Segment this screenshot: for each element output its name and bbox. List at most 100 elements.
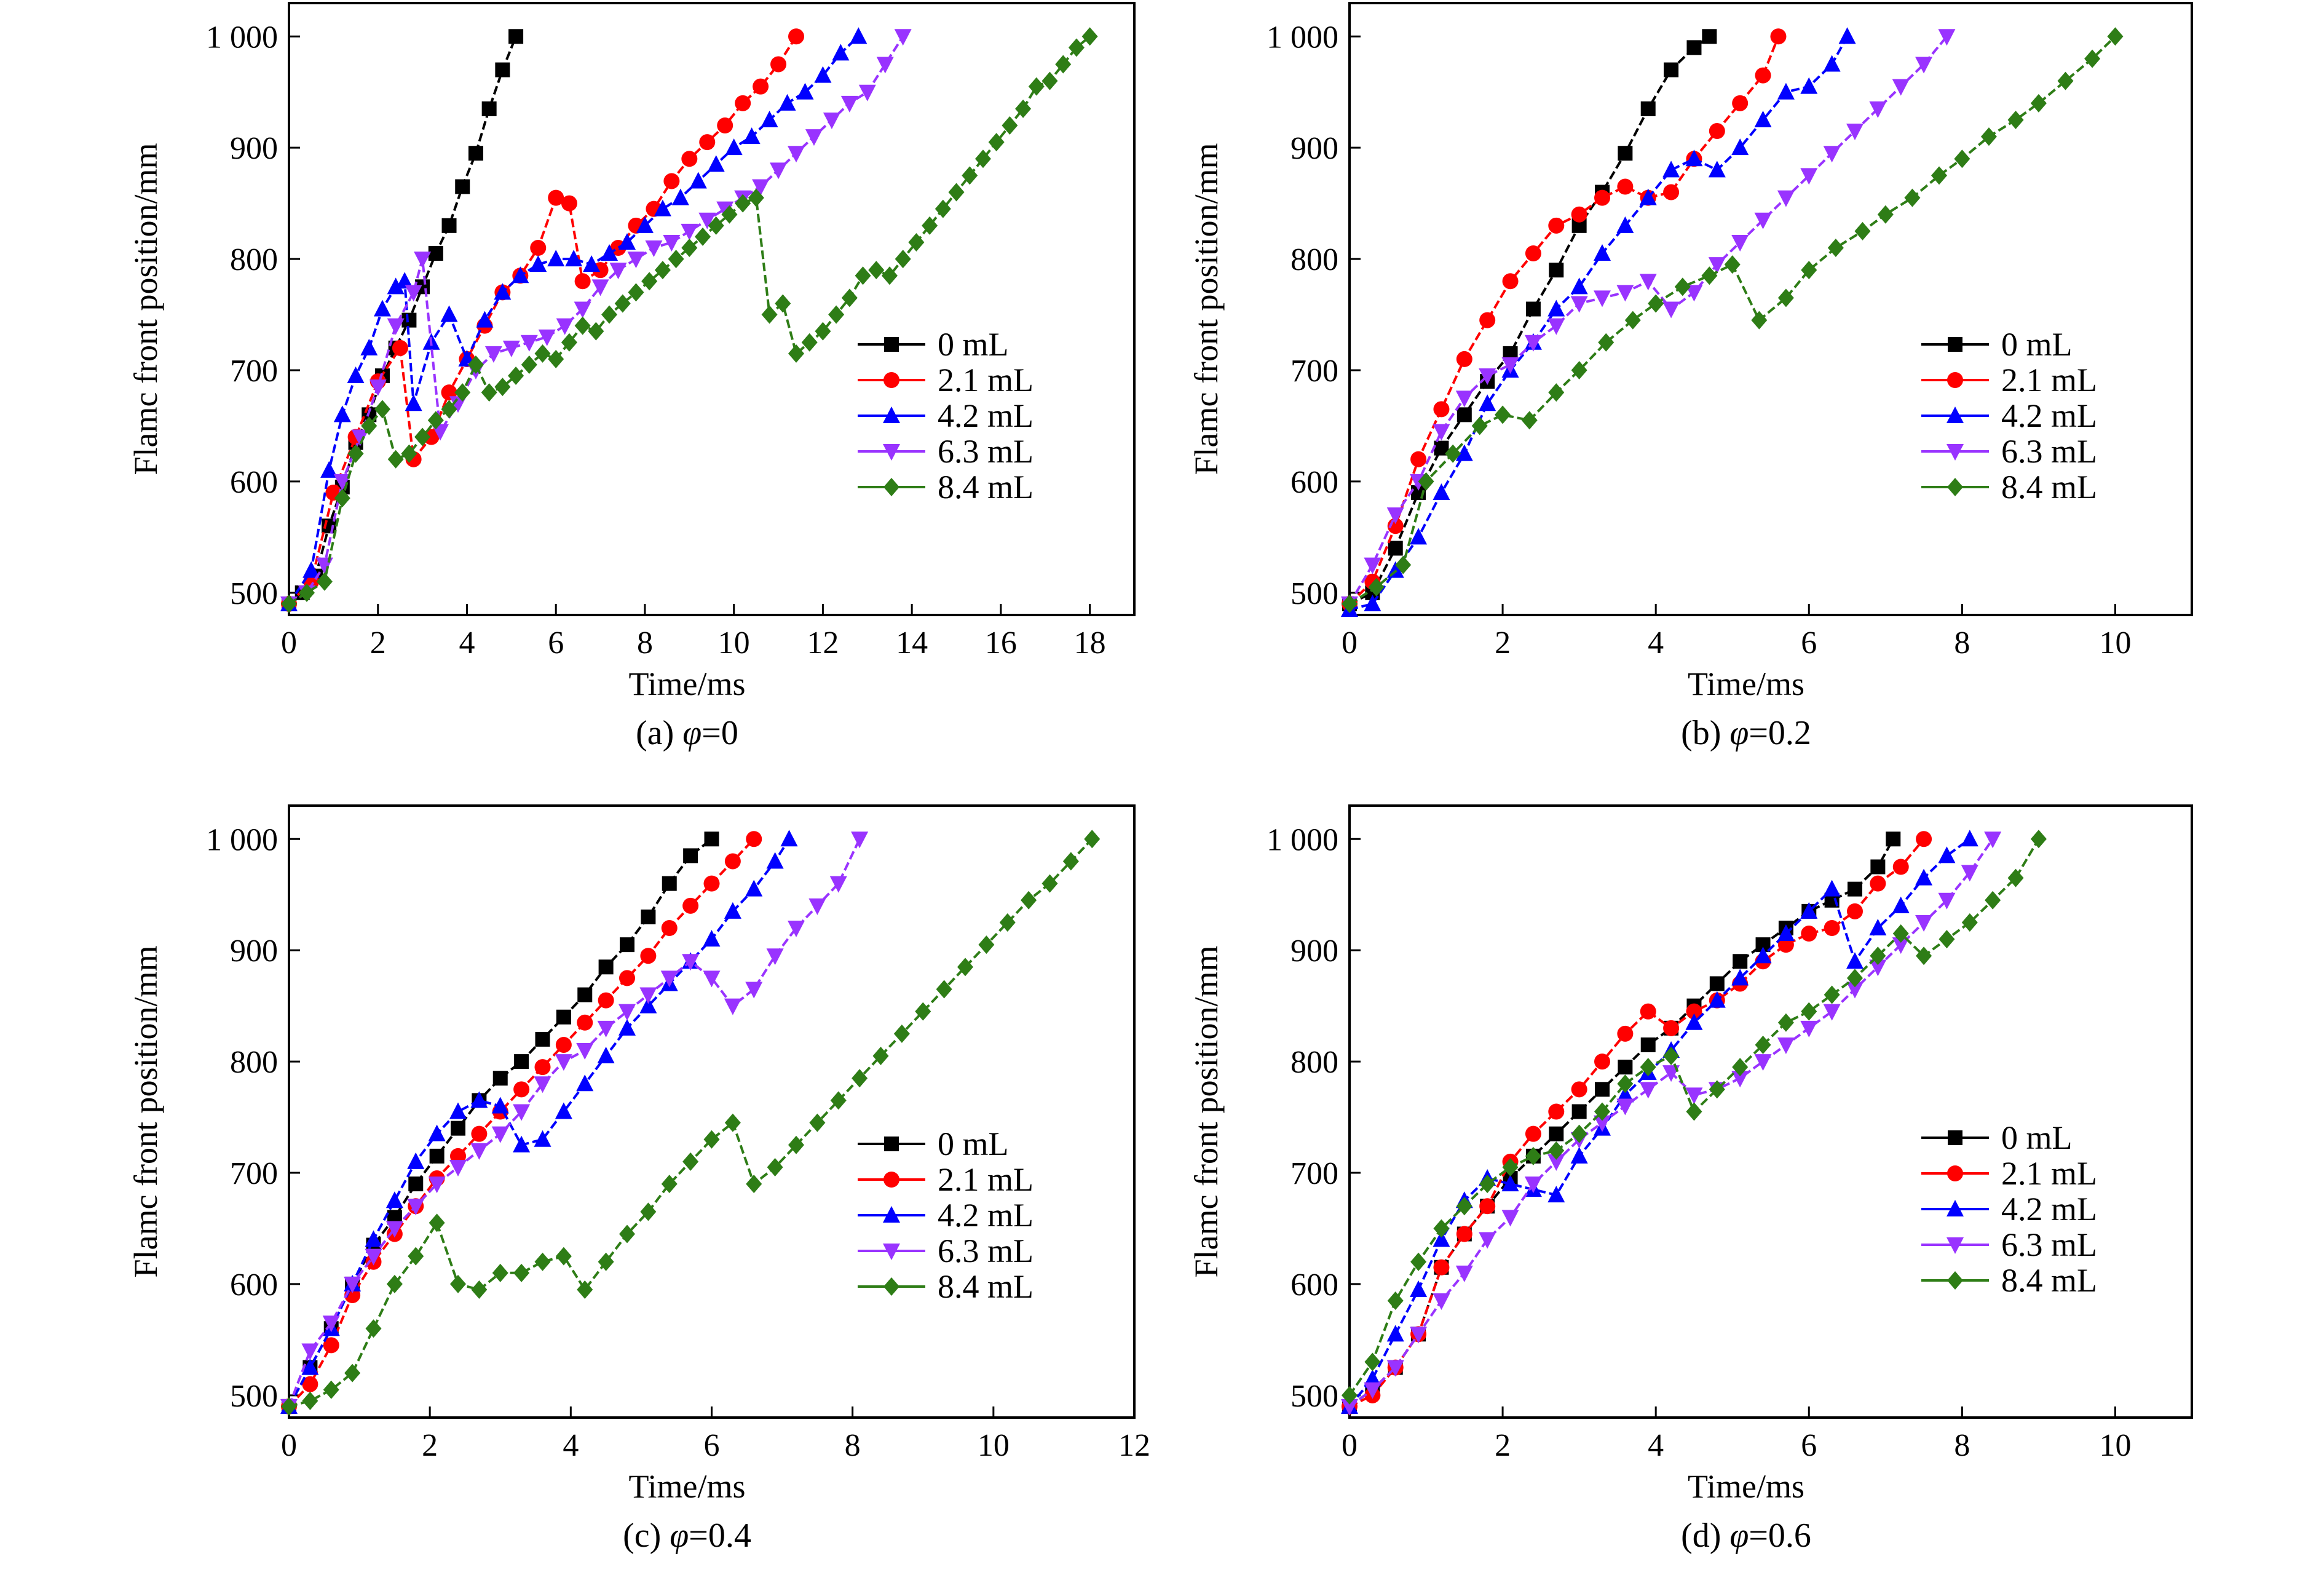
panel-caption: (d) φ=0.6 <box>1681 1517 1811 1555</box>
y-tick-label: 600 <box>1290 465 1338 500</box>
data-point <box>333 405 351 423</box>
data-point <box>386 1274 403 1293</box>
data-point <box>1501 1210 1519 1227</box>
data-point <box>491 1097 509 1114</box>
data-point <box>467 355 484 374</box>
data-point <box>770 162 788 180</box>
panel-caption: (c) φ=0.4 <box>623 1517 751 1555</box>
x-tick-label: 4 <box>1648 1428 1664 1463</box>
y-tick-label: 1 000 <box>206 20 278 55</box>
data-point <box>1709 976 1725 991</box>
data-point <box>1662 301 1680 319</box>
data-point <box>1824 920 1840 936</box>
data-point <box>1984 831 2002 849</box>
x-tick-label: 14 <box>896 625 928 661</box>
data-point <box>974 149 991 169</box>
data-point <box>1445 444 1461 463</box>
legend-marker <box>884 337 899 352</box>
data-point <box>369 379 387 397</box>
data-point <box>601 244 619 261</box>
data-point <box>414 252 432 269</box>
data-point <box>766 948 784 966</box>
data-point <box>468 146 483 161</box>
data-point <box>1617 178 1634 195</box>
data-point <box>323 1337 339 1354</box>
data-point <box>320 461 338 478</box>
x-tick-label: 8 <box>1954 625 1970 661</box>
data-point <box>1731 234 1749 252</box>
legend-marker <box>1947 1165 1963 1181</box>
data-point <box>1433 1230 1450 1247</box>
data-point <box>1028 77 1045 96</box>
data-point <box>1524 1176 1542 1194</box>
data-point <box>1708 257 1726 274</box>
data-point <box>401 312 417 328</box>
data-point <box>1570 296 1588 313</box>
data-point <box>495 62 510 77</box>
data-point <box>301 1343 319 1360</box>
data-point <box>1598 333 1615 352</box>
data-point <box>1471 416 1488 435</box>
series-0-mL <box>282 831 719 1414</box>
legend: 0 mL2.1 mL4.2 mL6.3 mL8.4 mL <box>858 326 1034 506</box>
data-point <box>1823 146 1841 163</box>
data-point <box>1640 1037 1656 1052</box>
legend-entry: 8.4 mL <box>2001 1262 2097 1299</box>
data-point <box>753 78 769 95</box>
data-point <box>513 1263 530 1282</box>
data-point <box>832 44 850 61</box>
data-point <box>1847 903 1863 919</box>
data-point <box>1702 29 1717 44</box>
data-point <box>2107 27 2124 46</box>
data-point <box>1823 55 1841 72</box>
data-point <box>334 489 350 508</box>
chart-panel-2: 0 2 4 6 8 10 500 600 700 800 900 1 000 Time/ms Flamc … <box>1188 2 2193 752</box>
data-point <box>1548 383 1565 402</box>
data-point <box>1571 1081 1587 1098</box>
series-6-3-mL <box>1341 831 2002 1416</box>
data-point <box>1068 38 1085 57</box>
legend-marker <box>883 1172 899 1188</box>
series-8-4-mL <box>281 27 1098 613</box>
data-point <box>513 1104 531 1121</box>
y-axis-label: Flamc front position/mm <box>127 946 164 1278</box>
data-point <box>1571 206 1587 223</box>
data-point <box>1594 1053 1610 1070</box>
legend-marker <box>884 1137 899 1151</box>
data-point <box>598 992 614 1009</box>
series-2-1-mL <box>281 28 804 612</box>
series-line <box>1348 838 1895 1408</box>
data-point <box>1961 865 1978 882</box>
data-point <box>1800 1020 1818 1037</box>
data-point <box>1732 1058 1749 1077</box>
data-point <box>1663 1047 1680 1066</box>
data-point <box>576 1043 594 1060</box>
plot-frame <box>1348 2 2193 616</box>
data-point <box>1525 1125 1541 1142</box>
legend-marker <box>883 372 899 388</box>
data-point <box>1662 161 1680 178</box>
data-point <box>1388 541 1403 556</box>
data-point <box>1525 1146 1541 1165</box>
data-point <box>1686 1003 1702 1020</box>
data-point <box>1618 1060 1633 1075</box>
data-point <box>660 970 678 988</box>
data-point <box>661 1175 678 1194</box>
data-point <box>598 959 614 975</box>
data-point <box>588 322 604 341</box>
data-point <box>1548 1103 1565 1120</box>
data-point <box>639 996 657 1014</box>
data-point <box>894 29 912 46</box>
data-point <box>1549 263 1564 278</box>
chart-panel-1: 0 2 4 6 8 10 12 14 16 18 500 600 700 800 900 1 000 Time/… <box>127 2 1136 752</box>
data-point <box>1731 1071 1749 1088</box>
data-point <box>1547 300 1565 317</box>
data-point <box>365 1319 382 1338</box>
data-point <box>534 1076 551 1093</box>
data-point <box>1754 946 1772 964</box>
data-point <box>1433 483 1450 500</box>
x-tick-label: 12 <box>1118 1428 1150 1463</box>
data-point <box>852 1069 868 1088</box>
data-point <box>999 913 1016 932</box>
legend-marker <box>883 444 900 461</box>
